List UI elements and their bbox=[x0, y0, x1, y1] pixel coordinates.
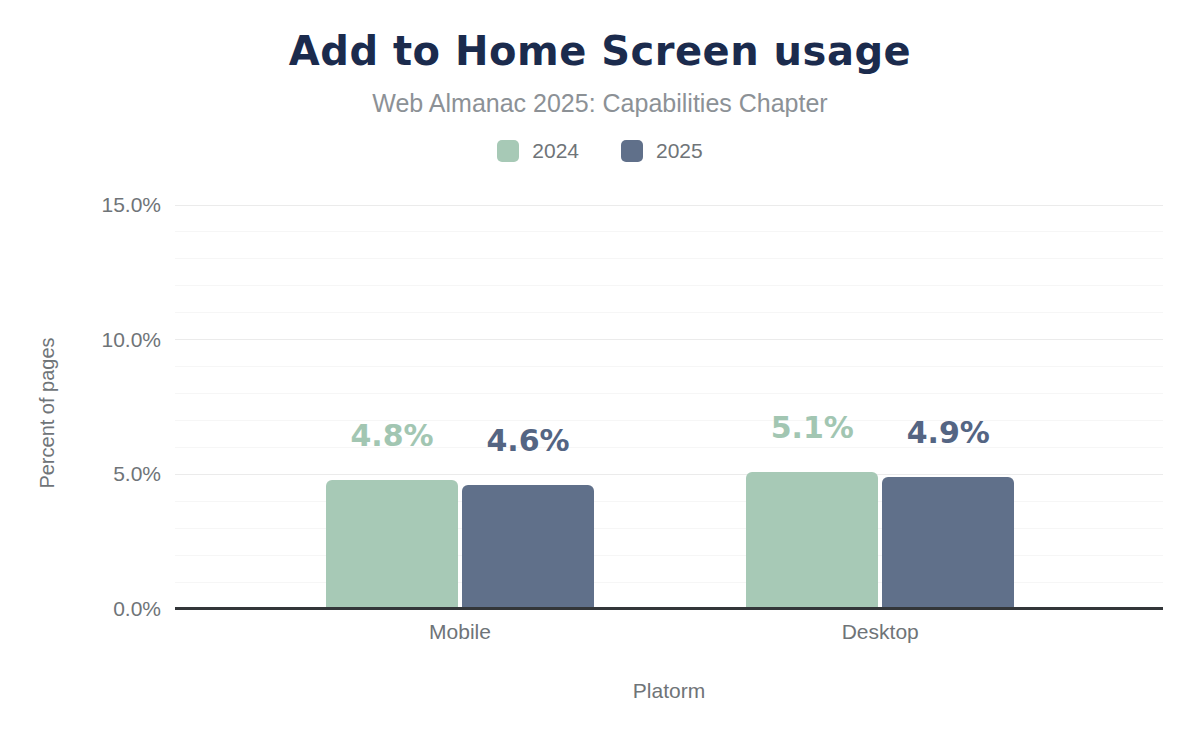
bar-value-label: 4.9% bbox=[878, 417, 1018, 449]
y-tick-label: 15.0% bbox=[0, 193, 161, 217]
legend-item-2025[interactable]: 2025 bbox=[621, 139, 703, 163]
chart-canvas: Add to Home Screen usage Web Almanac 202… bbox=[0, 0, 1200, 742]
legend-swatch-icon bbox=[621, 140, 643, 162]
minor-gridline bbox=[175, 528, 1163, 529]
bar-value-label: 4.6% bbox=[458, 425, 598, 457]
minor-gridline bbox=[175, 285, 1163, 286]
minor-gridline bbox=[175, 231, 1163, 232]
x-axis-title: Platorm bbox=[175, 679, 1163, 703]
minor-gridline bbox=[175, 366, 1163, 367]
major-gridline bbox=[175, 205, 1163, 206]
plot-area: 4.8%4.6% 5.1%4.9% bbox=[175, 205, 1163, 609]
bar-2025-mobile[interactable] bbox=[462, 485, 594, 609]
legend-label: 2024 bbox=[532, 139, 579, 163]
category-label-mobile: Mobile bbox=[360, 620, 560, 644]
bar-2025-desktop[interactable] bbox=[882, 477, 1014, 609]
minor-gridline bbox=[175, 555, 1163, 556]
minor-gridline bbox=[175, 258, 1163, 259]
bar-value-label: 4.8% bbox=[322, 420, 462, 452]
minor-gridline bbox=[175, 393, 1163, 394]
legend-swatch-icon bbox=[497, 140, 519, 162]
minor-gridline bbox=[175, 582, 1163, 583]
category-label-desktop: Desktop bbox=[780, 620, 980, 644]
bar-2024-mobile[interactable] bbox=[326, 480, 458, 609]
chart-subtitle: Web Almanac 2025: Capabilities Chapter bbox=[0, 89, 1200, 118]
y-tick-label: 10.0% bbox=[0, 328, 161, 352]
legend: 2024 2025 bbox=[0, 139, 1200, 163]
bar-2024-desktop[interactable] bbox=[746, 472, 878, 609]
y-tick-label: 5.0% bbox=[0, 462, 161, 486]
minor-gridline bbox=[175, 312, 1163, 313]
legend-label: 2025 bbox=[656, 139, 703, 163]
minor-gridline bbox=[175, 501, 1163, 502]
x-axis-line bbox=[175, 607, 1163, 610]
major-gridline bbox=[175, 339, 1163, 340]
legend-item-2024[interactable]: 2024 bbox=[497, 139, 579, 163]
chart-title: Add to Home Screen usage bbox=[0, 28, 1200, 74]
major-gridline bbox=[175, 474, 1163, 475]
bar-value-label: 5.1% bbox=[742, 412, 882, 444]
y-tick-label: 0.0% bbox=[0, 597, 161, 621]
